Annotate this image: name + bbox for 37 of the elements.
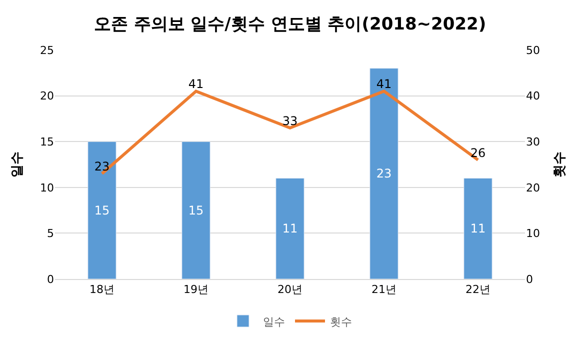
y-tick-label: 15 (40, 135, 54, 148)
data-label: 33 (282, 114, 298, 128)
y-tick-label: 10 (40, 181, 54, 194)
data-label: 41 (376, 77, 392, 92)
data-label: 11 (282, 222, 298, 236)
bar (370, 68, 398, 279)
legend-label: 횟수 (330, 315, 352, 328)
x-tick-label: 21년 (372, 283, 396, 296)
x-tick-label: 22년 (466, 283, 490, 296)
data-label: 15 (94, 203, 110, 218)
data-label: 23 (94, 160, 110, 174)
legend-label: 일수 (263, 315, 285, 328)
bar (88, 141, 116, 279)
y2-tick-label: 40 (526, 90, 540, 103)
y2-tick-label: 10 (526, 227, 540, 240)
data-label: 11 (470, 222, 486, 236)
y-tick-label: 25 (40, 44, 54, 57)
y2-tick-label: 50 (526, 44, 540, 57)
x-tick-label: 18년 (90, 283, 114, 296)
y2-tick-label: 20 (526, 181, 540, 194)
y-axis-title: 일수 (10, 152, 25, 178)
data-label: 23 (376, 166, 392, 181)
y2-tick-label: 0 (526, 272, 533, 286)
bar (464, 178, 492, 279)
y2-axis-title: 횟수 (552, 152, 568, 178)
data-label: 41 (188, 77, 204, 92)
data-label: 26 (470, 146, 486, 160)
y2-tick-label: 30 (526, 135, 540, 148)
bar (182, 141, 210, 279)
y-tick-label: 0 (47, 272, 54, 286)
x-tick-label: 20년 (278, 283, 302, 296)
data-label: 15 (188, 203, 204, 218)
y-tick-label: 20 (40, 90, 54, 103)
x-tick-label: 19년 (184, 283, 208, 296)
bar (276, 178, 304, 279)
y-tick-label: 5 (47, 227, 54, 240)
chart-title: 오존 주의보 일수/횟수 연도별 추이(2018~2022) (94, 14, 486, 34)
